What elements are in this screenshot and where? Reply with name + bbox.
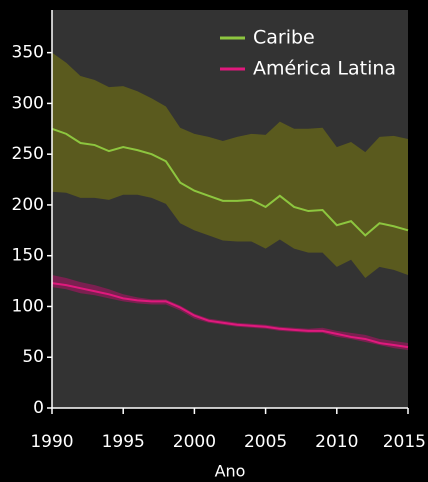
x-tick-label: 1990 [30,432,73,452]
x-tick-label: 1995 [102,432,145,452]
x-tick-label: 2005 [244,432,287,452]
line [51,127,409,237]
y-tick-label: 150 [12,246,44,266]
y-tick-label: 300 [12,93,44,113]
y-tick-label: 350 [12,43,44,63]
y-tick-label: 0 [33,398,44,418]
y-tick-label: 50 [22,347,44,367]
y-tick-label: 250 [12,144,44,164]
legend-label: Caribe [253,27,315,49]
x-tick-label: 2010 [315,432,358,452]
line [51,282,409,349]
legend-label: América Latina [253,58,396,80]
x-tick-label: 2015 [383,432,426,452]
y-tick-label: 200 [12,195,44,215]
x-axis-label: Ano [215,462,246,481]
band [52,52,408,279]
x-tick-label: 2000 [173,432,216,452]
y-tick-label: 100 [12,296,44,316]
